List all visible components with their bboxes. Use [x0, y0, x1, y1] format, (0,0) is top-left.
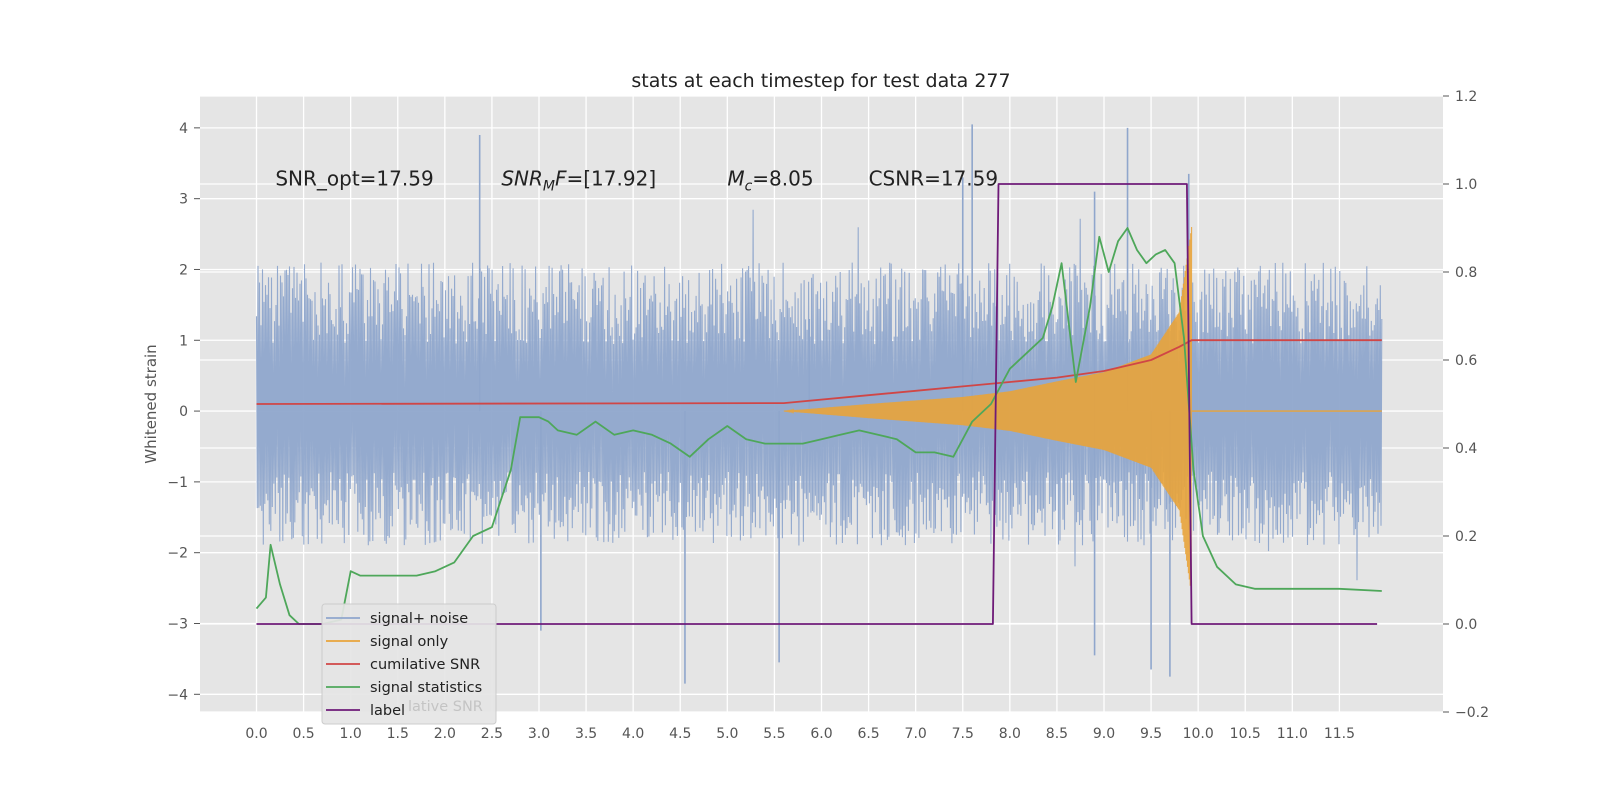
signal-noise-trace: [255, 209, 1383, 581]
x-tick-label: 7.5: [952, 726, 974, 742]
y2-tick-label: 0.8: [1455, 265, 1477, 281]
x-tick-label: 5.0: [716, 726, 738, 742]
annotations: SNR_opt=17.59 SNRMF=[17.92] Mc=8.05 CSNR=17…: [275, 166, 998, 194]
x-tick-label: 1.5: [387, 726, 409, 742]
legend-label: signal statistics: [370, 680, 482, 696]
x-tick-label: 10.5: [1230, 726, 1261, 742]
chart-title: stats at each timestep for test data 277: [631, 70, 1010, 92]
series-lines: [255, 183, 1382, 625]
x-tick-label: 3.5: [575, 726, 597, 742]
legend-ghost-text: lative SNR: [408, 699, 483, 715]
x-tick-label: 7.0: [905, 726, 927, 742]
y-tick-label: 3: [179, 192, 188, 208]
x-tick-label: 3.0: [528, 726, 550, 742]
y2-tick-label: 1.2: [1455, 89, 1477, 105]
x-tick-label: 6.5: [857, 726, 879, 742]
y-tick-label: 4: [179, 121, 188, 137]
y-tick-label: −2: [167, 546, 188, 562]
x-tick-label: 8.0: [999, 726, 1021, 742]
x-tick-label: 6.0: [810, 726, 832, 742]
series-signal-only: [783, 226, 1382, 593]
series-line-label: [256, 183, 1378, 625]
y-tick-label: −3: [167, 616, 188, 632]
signal-only-trace: [783, 226, 1193, 593]
y-tick-label: 0: [179, 404, 188, 420]
y-tick-label: −1: [167, 475, 188, 491]
legend-box: [321, 603, 497, 725]
legend-label: signal+ noise: [370, 611, 468, 627]
x-tick-label: 11.0: [1277, 726, 1308, 742]
series-line-cumilative-snr: [256, 339, 1382, 405]
y2-tick-label: 1.0: [1455, 177, 1477, 193]
annotation-text: Mc=8.05: [727, 166, 813, 194]
y2-tick-label: 0.0: [1455, 617, 1477, 633]
x-tick-label: 2.5: [481, 726, 503, 742]
x-tick-label: 8.5: [1046, 726, 1068, 742]
annotation-text: SNR_opt=17.59: [275, 166, 433, 190]
annotation-text: SNRMF=[17.92]: [501, 166, 656, 194]
y-tick-label: 2: [179, 262, 188, 278]
y2-tick-label: 0.6: [1455, 353, 1477, 369]
y-tick-label: −4: [167, 687, 188, 703]
x-tick-label: 11.5: [1324, 726, 1355, 742]
x-tick-label: 2.0: [434, 726, 456, 742]
y-axis-label: Whitened strain: [142, 344, 160, 463]
legend-label: cumilative SNR: [370, 657, 480, 673]
y2-tick-label: −0.2: [1455, 705, 1489, 721]
axis-ticks: 0.0 0.5 1.0 1.5 2.0 2.5 3.0 3.5 4.0 4.5 5.0 5.5 6.0 6…: [167, 89, 1489, 742]
x-tick-label: 0.0: [245, 726, 267, 742]
x-tick-label: 9.0: [1093, 726, 1115, 742]
x-tick-label: 0.5: [292, 726, 314, 742]
x-tick-label: 5.5: [763, 726, 785, 742]
annotation-text: CSNR=17.59: [869, 166, 999, 190]
y2-tick-label: 0.4: [1455, 441, 1477, 457]
x-tick-label: 10.0: [1183, 726, 1214, 742]
series-line-signal-statistics: [255, 227, 1382, 625]
x-tick-label: 4.5: [669, 726, 691, 742]
legend-label: label: [370, 703, 405, 719]
y-tick-label: 1: [179, 333, 188, 349]
x-tick-label: 1.0: [340, 726, 362, 742]
x-tick-label: 4.0: [622, 726, 644, 742]
y2-tick-label: 0.2: [1455, 529, 1477, 545]
legend-label: signal only: [370, 634, 449, 650]
legend: lative SNR signal+ noise signal only cumila…: [321, 603, 497, 725]
x-tick-label: 9.5: [1140, 726, 1162, 742]
